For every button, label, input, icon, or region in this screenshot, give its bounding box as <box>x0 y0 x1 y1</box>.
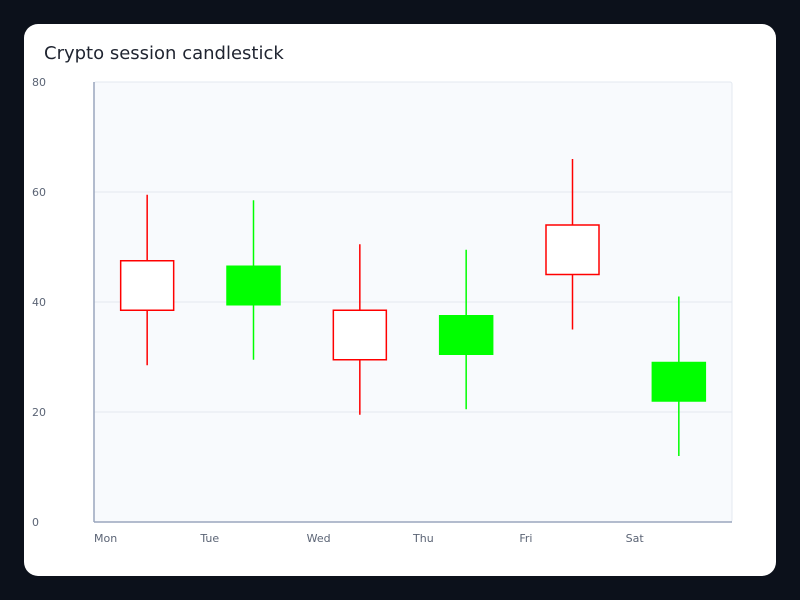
candle-fri <box>545 159 600 330</box>
candle-body <box>226 265 281 306</box>
candle-body <box>332 309 388 361</box>
chart-title: Crypto session candlestick <box>44 43 284 64</box>
candle-mon <box>119 194 175 366</box>
candle-body <box>438 315 494 355</box>
candle-wed <box>332 244 388 415</box>
candle-thu <box>438 249 494 410</box>
x-tick-label: Fri <box>519 532 532 545</box>
candle-sat <box>651 296 707 456</box>
candlestick-chart: 0 20 40 60 80 Mon Tue Wed Thu Fri Sat <box>32 76 733 545</box>
y-tick-label: 0 <box>32 516 39 529</box>
y-tick-label: 20 <box>32 406 46 419</box>
y-tick-label: 60 <box>32 186 46 199</box>
chart-card: Crypto session candlestick 0 20 40 60 80 Mon T… <box>24 24 776 576</box>
x-tick-label: Mon <box>94 532 117 545</box>
x-tick-label: Wed <box>307 532 331 545</box>
y-tick-label: 40 <box>32 296 46 309</box>
x-tick-label: Sat <box>626 532 645 545</box>
candle-body <box>119 260 175 311</box>
candle-body <box>545 224 600 276</box>
candle-body <box>651 361 707 402</box>
candle-tue <box>226 200 281 360</box>
x-tick-label: Thu <box>412 532 434 545</box>
x-tick-label: Tue <box>199 532 219 545</box>
y-tick-label: 80 <box>32 76 46 89</box>
